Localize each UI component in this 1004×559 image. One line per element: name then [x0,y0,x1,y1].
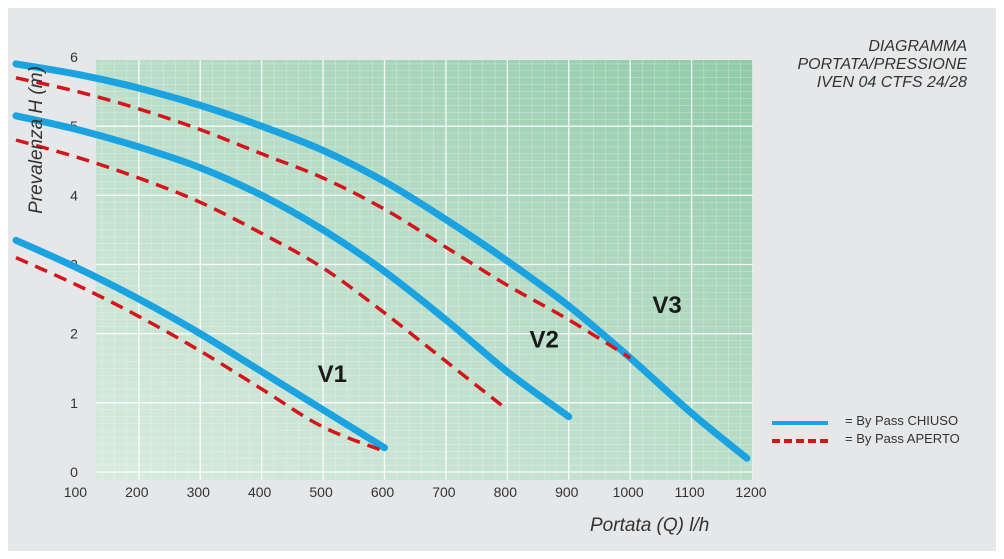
x-tick-label: 1100 [675,484,705,500]
x-tick-label: 400 [248,484,272,500]
plot-area [96,60,753,480]
x-tick-label: 900 [555,484,579,500]
legend-swatch-solid [772,421,828,425]
curve-labels: V1 V2 V3 [318,292,682,388]
x-axis-label: Portata (Q) l/h [590,515,710,536]
curve-label-v2: V2 [530,327,559,354]
legend-label-aperto: = By Pass APERTO [845,431,960,446]
x-tick-label: 300 [187,484,211,500]
x-tick-label: 1200 [735,484,766,500]
legend-text-chiuso: By Pass CHIUSO [856,413,959,428]
x-tick-label: 600 [371,484,395,500]
series-v2-by-pass-chiuso [12,112,573,421]
x-tick-label: 800 [494,484,518,500]
legend-swatch-dashed [772,439,828,443]
y-tick-label: 1 [70,395,78,411]
curve-label-v1: V1 [318,361,347,388]
series-v1-by-pass-aperto [15,256,386,453]
series-v3-by-pass-aperto [15,76,632,360]
y-tick-label: 6 [70,49,78,65]
series-v1-by-pass-chiuso [12,236,388,452]
grid [96,60,753,480]
curve-label-v3: V3 [652,292,681,319]
x-tick-label: 1000 [613,484,644,500]
y-tick-label: 2 [70,326,78,342]
series [12,60,751,462]
x-tick-label: 700 [432,484,456,500]
legend-text-aperto: By Pass APERTO [856,431,960,446]
y-tick-label: 0 [70,464,78,480]
chart-title-line-1: DIAGRAMMA [868,38,967,55]
y-tick-label: 4 [70,187,78,203]
x-axis: 100 200 300 400 500 600 700 800 900 1000 1100 1200 [64,484,767,500]
legend-label-chiuso: = By Pass CHIUSO [845,413,959,428]
series-v2-by-pass-aperto [15,138,509,412]
x-tick-label: 200 [125,484,149,500]
x-tick-label: 100 [64,484,88,500]
y-axis-label: Prevalenza H (m) [26,66,47,214]
chart-title-line-2: PORTATA/PRESSIONE [797,56,967,73]
chart-title-line-3: IVEN 04 CTFS 24/28 [816,74,967,91]
x-tick-label: 500 [309,484,333,500]
series-v3-by-pass-chiuso [12,60,751,462]
